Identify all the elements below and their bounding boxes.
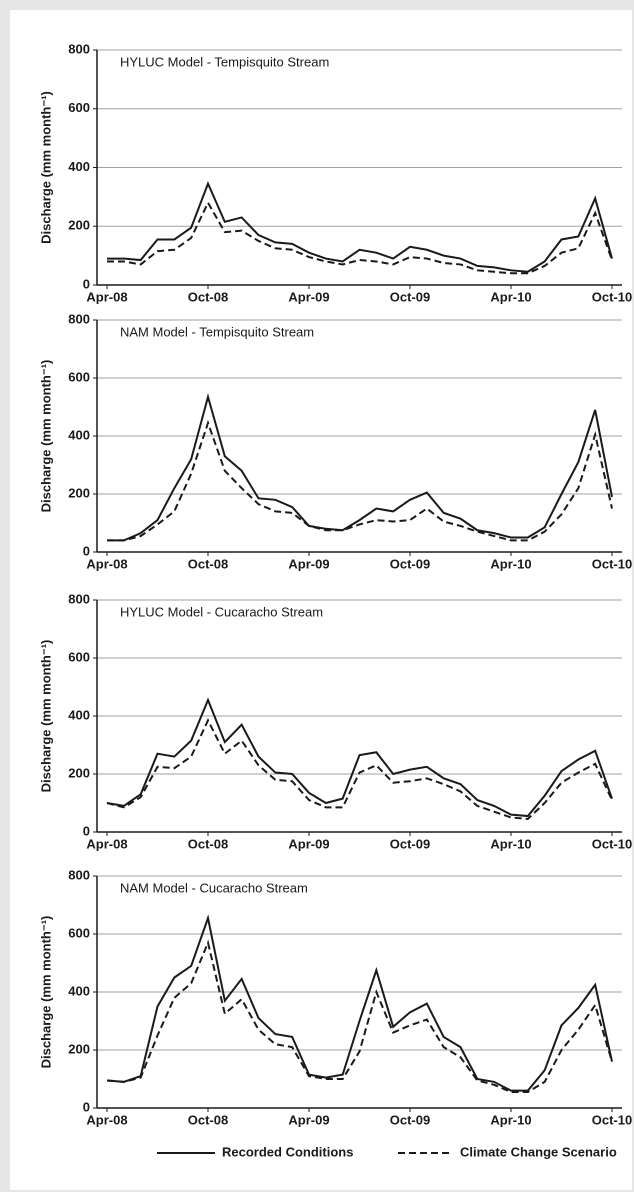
x-tick-label: Oct-08: [188, 1112, 228, 1127]
y-tick-label: 400: [68, 159, 90, 174]
x-tick-label: Oct-09: [390, 289, 430, 304]
y-tick-label: 200: [68, 218, 90, 233]
y-tick-label: 0: [83, 1099, 90, 1114]
x-tick-label: Oct-08: [188, 836, 228, 851]
y-tick-label: 200: [68, 485, 90, 500]
x-tick-label: Apr-10: [490, 556, 531, 571]
y-tick-label: 600: [68, 925, 90, 940]
chart-title: NAM Model - Cucaracho Stream: [120, 880, 308, 895]
y-axis-label: Discharge (mm month⁻¹): [38, 640, 53, 793]
series-line: Climate Change Scenario: [106, 718, 613, 820]
y-tick-label: 600: [68, 649, 90, 664]
y-axis-label: Discharge (mm month⁻¹): [38, 916, 53, 1069]
x-tick-label: Oct-08: [188, 556, 228, 571]
y-tick-label: 400: [68, 427, 90, 442]
x-tick-label: Oct-08: [188, 289, 228, 304]
x-tick-label: Oct-10: [592, 1112, 632, 1127]
series-line: Recorded Conditions: [107, 181, 613, 273]
chart-title: HYLUC Model - Tempisquito Stream: [120, 54, 329, 69]
y-tick-label: 800: [68, 41, 90, 56]
x-tick-label: Apr-09: [288, 836, 329, 851]
legend-label: Climate Change Scenario: [460, 1144, 617, 1159]
x-tick-label: Apr-08: [86, 556, 127, 571]
y-tick-label: 0: [83, 823, 90, 838]
x-tick-label: Oct-09: [390, 836, 430, 851]
y-tick-label: 400: [68, 707, 90, 722]
x-tick-label: Apr-08: [86, 289, 127, 304]
x-tick-label: Apr-08: [86, 1112, 127, 1127]
x-tick-label: Oct-09: [390, 1112, 430, 1127]
chart-title: HYLUC Model - Cucaracho Stream: [120, 604, 323, 619]
x-tick-label: Oct-10: [592, 836, 632, 851]
y-tick-label: 800: [68, 591, 90, 606]
x-tick-label: Apr-09: [288, 1112, 329, 1127]
y-axis-label: Discharge (mm month⁻¹): [38, 91, 53, 244]
x-tick-label: Apr-10: [490, 1112, 531, 1127]
x-tick-label: Oct-10: [592, 556, 632, 571]
y-tick-label: 800: [68, 867, 90, 882]
series-line: Recorded Conditions: [107, 393, 613, 542]
series-line: Climate Change Scenario: [107, 419, 613, 542]
chart-title: NAM Model - Tempisquito Stream: [120, 324, 314, 339]
x-tick-label: Apr-09: [288, 289, 329, 304]
legend-label: Recorded Conditions: [222, 1144, 353, 1159]
y-axis-label: Discharge (mm month⁻¹): [38, 360, 53, 513]
series-line: Climate Change Scenario: [107, 200, 613, 275]
y-tick-label: 0: [83, 543, 90, 558]
x-tick-label: Apr-09: [288, 556, 329, 571]
y-tick-label: 800: [68, 311, 90, 326]
series-line: Climate Change Scenario: [106, 939, 613, 1094]
x-tick-label: Oct-09: [390, 556, 430, 571]
x-tick-label: Apr-10: [490, 289, 531, 304]
y-tick-label: 200: [68, 765, 90, 780]
y-tick-label: 600: [68, 369, 90, 384]
series-line: Recorded Conditions: [106, 697, 613, 818]
y-tick-label: 400: [68, 983, 90, 998]
y-tick-label: 600: [68, 100, 90, 115]
x-tick-label: Oct-10: [592, 289, 632, 304]
y-tick-label: 0: [83, 276, 90, 291]
y-tick-label: 200: [68, 1041, 90, 1056]
series-line: Recorded Conditions: [106, 914, 613, 1092]
x-tick-label: Apr-08: [86, 836, 127, 851]
x-tick-label: Apr-10: [490, 836, 531, 851]
